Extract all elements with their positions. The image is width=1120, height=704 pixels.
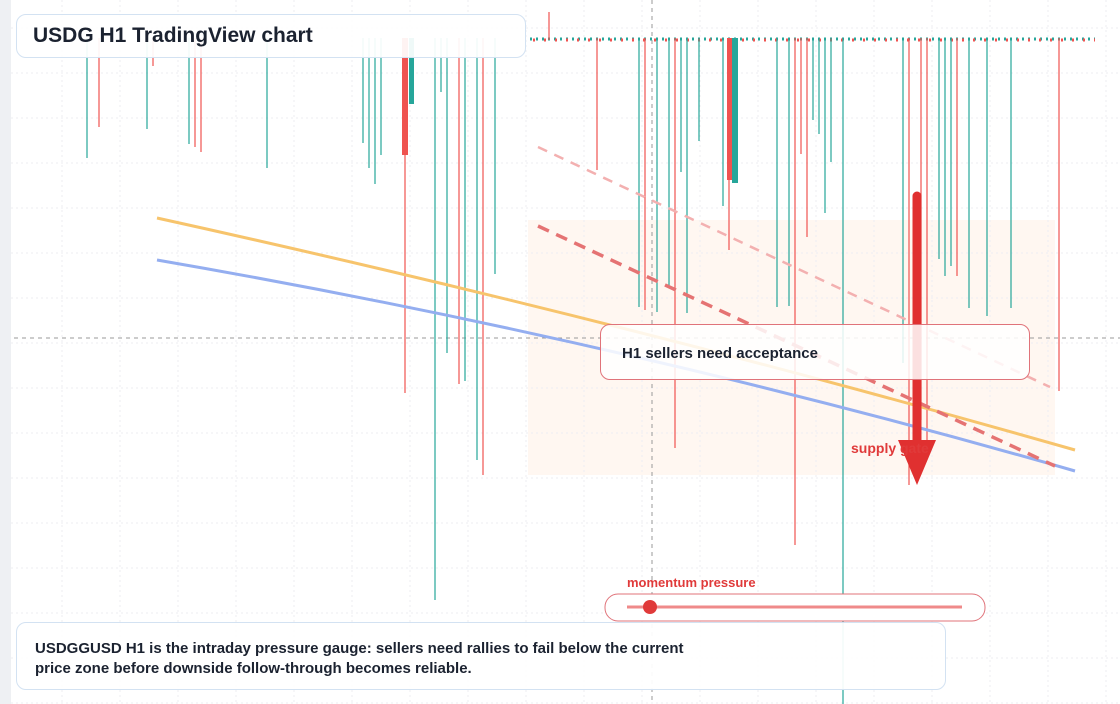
side-rail — [0, 0, 11, 704]
candle-body — [727, 38, 732, 180]
gauge-knob — [643, 600, 657, 614]
title: USDG H1 TradingView chart — [16, 14, 526, 58]
caption: USDGGUSD H1 is the intraday pressure gau… — [16, 622, 946, 690]
gauge-label: momentum pressure — [627, 575, 756, 590]
candle-body — [409, 38, 414, 104]
candle-body — [732, 38, 738, 183]
candle-body — [402, 38, 408, 155]
arrow-head — [898, 440, 936, 485]
annotation-label: supply gate — [851, 440, 929, 456]
annotation: H1 sellers need acceptance — [600, 324, 1030, 380]
